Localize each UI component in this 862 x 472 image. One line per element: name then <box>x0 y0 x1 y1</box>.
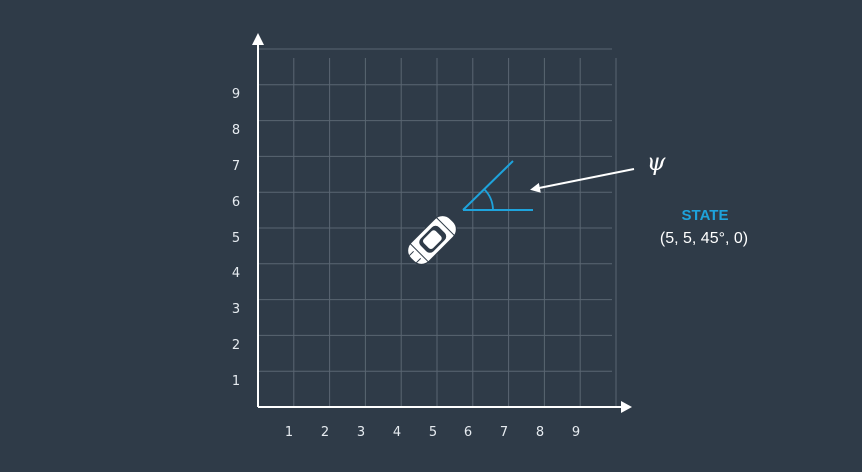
state-value: (5, 5, 45°, 0) <box>660 230 748 247</box>
x-tick-label: 8 <box>536 425 544 440</box>
x-tick-label: 9 <box>572 425 580 440</box>
y-tick-label: 5 <box>232 231 240 246</box>
x-axis-arrow-icon <box>621 401 632 413</box>
axes <box>252 33 632 413</box>
psi-arrow-icon <box>530 168 635 193</box>
heading-direction-line <box>462 160 514 211</box>
x-tick-label: 4 <box>393 425 401 440</box>
y-tick-label: 6 <box>232 195 240 210</box>
x-tick-label: 1 <box>285 425 293 440</box>
y-tick-label: 9 <box>232 87 240 102</box>
x-tick-label: 5 <box>429 425 437 440</box>
angle-arc <box>483 188 494 211</box>
x-tick-label: 2 <box>321 425 329 440</box>
state-label: STATE <box>682 207 729 224</box>
grid <box>258 48 617 407</box>
y-tick-label: 1 <box>232 374 240 389</box>
car-icon <box>406 214 458 266</box>
x-tick-labels: 1 2 3 4 5 6 7 8 9 <box>285 425 580 440</box>
y-tick-label: 3 <box>232 302 240 317</box>
psi-label: ψ <box>647 148 667 176</box>
y-axis-arrow-icon <box>252 33 264 45</box>
y-tick-label: 4 <box>232 266 240 281</box>
y-tick-labels: 1 2 3 4 5 6 7 8 9 <box>232 87 240 389</box>
heading-angle <box>462 160 533 211</box>
x-tick-label: 3 <box>357 425 365 440</box>
y-tick-label: 7 <box>232 159 240 174</box>
y-tick-label: 8 <box>232 123 240 138</box>
x-tick-label: 7 <box>500 425 508 440</box>
y-tick-label: 2 <box>232 338 240 353</box>
x-tick-label: 6 <box>464 425 472 440</box>
